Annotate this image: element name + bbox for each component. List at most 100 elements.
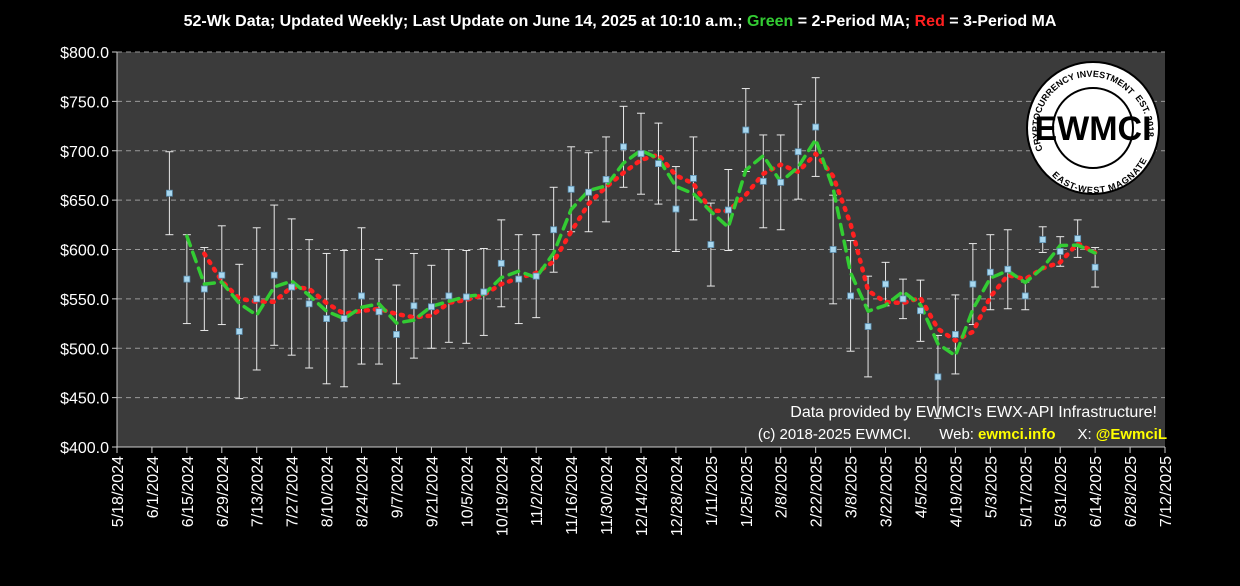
x-tick-label: 9/21/2024 [424, 456, 441, 527]
ma2-line [185, 137, 1097, 358]
point [952, 331, 959, 338]
point [480, 288, 488, 296]
y-tick-label: $550.0 [60, 292, 109, 309]
point [655, 160, 662, 167]
y-tick-label: $700.0 [60, 144, 109, 161]
x-tick-label: 12/14/2024 [634, 456, 651, 536]
point [707, 241, 715, 248]
point [672, 205, 680, 213]
point [794, 148, 802, 156]
point [620, 143, 627, 151]
point [829, 246, 837, 253]
point [690, 174, 697, 182]
y-tick-label: $400.0 [60, 440, 109, 457]
point [340, 315, 348, 323]
x-tick-label: 6/15/2024 [180, 456, 197, 527]
annotation-part: Web: [939, 426, 974, 443]
point [637, 150, 645, 158]
point [462, 293, 470, 301]
marks [165, 77, 1100, 419]
point [165, 189, 173, 197]
x-tick-label: 2/22/2025 [809, 456, 826, 527]
y-tick-label: $800.0 [60, 45, 109, 62]
point [393, 331, 400, 338]
point [305, 300, 313, 308]
point [288, 283, 296, 291]
x-tick-label: 8/10/2024 [320, 456, 337, 527]
x-tick-label: 5/18/2024 [110, 456, 127, 527]
chart-title: 52-Wk Data; Updated Weekly; Last Update … [184, 13, 1057, 30]
title-part: 52-Wk Data; Updated Weekly; Last Update … [184, 13, 747, 30]
point [218, 271, 226, 279]
x-tick-label: 12/28/2024 [669, 456, 686, 536]
annotation-part: ewmci.info [978, 426, 1056, 443]
y-tick-label: $750.0 [60, 94, 109, 111]
point [200, 285, 208, 293]
x-tick-label: 1/11/2025 [704, 456, 721, 526]
title-part: = 3-Period MA [945, 13, 1057, 30]
point [1004, 265, 1012, 273]
point [358, 292, 365, 300]
point [1074, 235, 1082, 243]
x-tick-label: 6/29/2024 [215, 456, 232, 527]
x-tick-label: 10/5/2024 [459, 456, 476, 527]
logo-text: EWMCI [1034, 110, 1151, 148]
x-tick-label: 2/8/2025 [774, 456, 791, 518]
point [585, 188, 592, 196]
x-tick-label: 7/13/2024 [250, 456, 267, 527]
point [1039, 236, 1047, 244]
x-tick-label: 4/19/2025 [948, 456, 965, 527]
title-part: Red [915, 13, 945, 30]
point [777, 178, 785, 186]
x-tick-label: 6/14/2025 [1088, 456, 1105, 527]
x-tick-label: 3/8/2025 [844, 456, 861, 518]
point [253, 295, 261, 303]
annotation-part: (c) 2018-2025 EWMCI. [758, 426, 911, 443]
title-part: = 2-Period MA; [793, 13, 914, 30]
x-tick-label: 6/1/2024 [145, 456, 162, 518]
point [934, 373, 942, 381]
axes: $400.0 $450.0 $500.0 $550.0 $600.0 $650.0 $700… [60, 45, 1175, 536]
point [270, 271, 278, 279]
x-tick-label: 11/2/2024 [529, 456, 546, 526]
point [899, 295, 907, 303]
point [1056, 248, 1064, 255]
point [550, 226, 558, 234]
point [602, 175, 610, 183]
point [917, 307, 924, 315]
point [847, 292, 854, 300]
x-tick-label: 9/7/2024 [389, 456, 406, 518]
y-tick-label: $600.0 [60, 243, 109, 260]
x-tick-label: 3/22/2025 [879, 456, 896, 527]
point [567, 185, 575, 193]
point [812, 123, 820, 131]
x-tick-label: 4/5/2025 [913, 456, 930, 518]
annotation: Data provided by EWMCI's EWX-API Infrast… [790, 404, 1157, 421]
point [1021, 292, 1029, 300]
x-tick-label: 5/17/2025 [1018, 456, 1035, 527]
annotation-part: @EwmciL [1096, 426, 1167, 443]
point [515, 275, 523, 283]
title-part: Green [747, 13, 793, 30]
point [986, 268, 994, 276]
point [759, 177, 767, 185]
annotation-part: X: [1078, 426, 1092, 443]
point [864, 323, 872, 330]
point [183, 275, 191, 283]
point [969, 280, 977, 288]
point [742, 126, 750, 134]
point [410, 302, 418, 310]
point [497, 259, 505, 267]
x-tick-label: 1/25/2025 [739, 456, 756, 527]
y-tick-label: $450.0 [60, 391, 109, 408]
ma3-line [202, 151, 1098, 343]
logo-circle [1026, 61, 1160, 195]
x-tick-label: 11/30/2024 [599, 456, 616, 535]
x-tick-label: 8/24/2024 [355, 456, 372, 527]
point [427, 303, 435, 311]
point [445, 292, 453, 300]
point [235, 328, 243, 335]
annotation: (c) 2018-2025 EWMCI. Web: ewmci.info X: @Ewm… [758, 426, 1167, 443]
x-tick-label: 5/3/2025 [983, 456, 1000, 518]
